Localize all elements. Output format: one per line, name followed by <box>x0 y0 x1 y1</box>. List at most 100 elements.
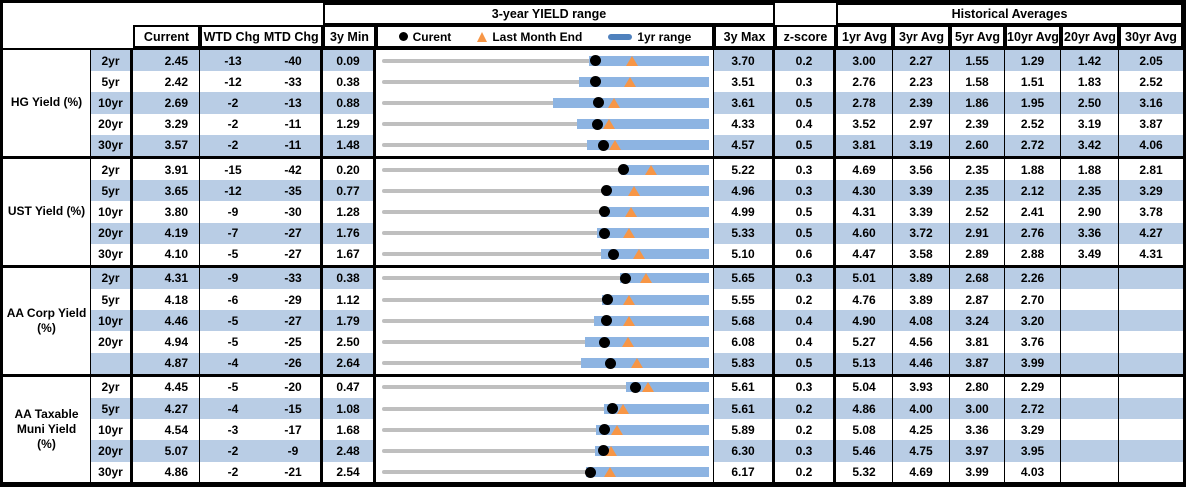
avg-cell: 2.60 <box>950 134 1005 156</box>
3y-max-cell: 3.51 <box>714 71 775 93</box>
3y-max-cell: 5.83 <box>714 352 775 374</box>
1yr-range-bar <box>604 185 709 196</box>
3y-range-track <box>382 58 709 63</box>
tenor-cell: 5yr <box>91 180 133 202</box>
wtd-chg-cell: -5 <box>200 310 266 332</box>
last-month-end-marker <box>602 119 615 130</box>
avg-cell: 2.90 <box>1061 201 1119 223</box>
current-cell: 3.29 <box>133 113 200 135</box>
avg-cell: 4.08 <box>893 310 950 332</box>
avg-cell: 4.86 <box>836 398 893 420</box>
z-score-cell: 0.3 <box>775 180 836 202</box>
z-score-cell: 0.4 <box>775 113 836 135</box>
1yr-range-bar <box>580 358 709 369</box>
3y-range-track <box>382 79 709 84</box>
avg-cell <box>1061 440 1119 462</box>
avg-cell <box>1061 331 1119 353</box>
avg-cell <box>1119 440 1183 462</box>
group-label: AA Corp Yield (%) <box>3 267 91 374</box>
z-score-cell: 0.5 <box>775 134 836 156</box>
avg-cell: 5.08 <box>836 419 893 441</box>
current-marker <box>618 164 630 176</box>
avg-cell: 3.00 <box>950 398 1005 420</box>
current-marker <box>629 381 641 393</box>
z-score-cell: 0.4 <box>775 310 836 332</box>
avg-cell: 3.39 <box>893 180 950 202</box>
tenor-cell <box>91 352 133 374</box>
avg-cell: 3.39 <box>893 201 950 223</box>
avg-cell: 3.29 <box>1005 419 1061 441</box>
3y-min-cell: 1.67 <box>323 243 376 265</box>
yield-range-chart <box>376 180 714 202</box>
group-section: AA Corp Yield (%) 2yr 4.31 -9 -33 0.38 5.65 0.3… <box>3 264 1183 374</box>
mtd-chg-cell: -11 <box>266 113 323 135</box>
avg-cell: 3.58 <box>893 243 950 265</box>
avg-cell: 3.00 <box>836 50 893 72</box>
1yr-range-bar <box>620 273 709 284</box>
mtd-chg-cell: -17 <box>266 419 323 441</box>
current-marker <box>585 466 597 478</box>
col-header-3y-max: 3y Max <box>714 25 775 48</box>
table-header: 3-year YIELD range Historical Averages C… <box>3 3 1183 50</box>
3y-max-cell: 5.61 <box>714 376 775 398</box>
avg-cell: 5.01 <box>836 267 893 290</box>
avg-cell: 1.51 <box>1005 71 1061 93</box>
group-label: AA Taxable Muni Yield (%) <box>3 376 91 482</box>
avg-cell: 5.13 <box>836 352 893 374</box>
3y-max-cell: 4.96 <box>714 180 775 202</box>
table-row: 10yr 4.54 -3 -17 1.68 5.89 0.2 5.08 4.25 3.36 3.29 <box>91 419 1183 441</box>
yield-range-chart-inner <box>382 268 709 289</box>
current-cell: 4.94 <box>133 331 200 353</box>
wtd-chg-cell: -3 <box>200 419 266 441</box>
avg-cell: 1.58 <box>950 71 1005 93</box>
z-score-cell: 0.3 <box>775 267 836 290</box>
group-section: HG Yield (%) 2yr 2.45 -13 -40 0.09 3.70 0.2 3.00… <box>3 50 1183 156</box>
current-marker <box>598 445 610 457</box>
last-month-end-marker <box>640 273 653 284</box>
z-score-cell: 0.5 <box>775 222 836 244</box>
col-header-mtd-chg: MTD Chg <box>263 29 319 44</box>
3y-max-cell: 4.33 <box>714 113 775 135</box>
table-row: 30yr 4.10 -5 -27 1.67 5.10 0.6 4.47 3.58 2.89 2.88… <box>91 243 1183 265</box>
yield-range-chart-inner <box>382 440 709 461</box>
group-rows: 2yr 2.45 -13 -40 0.09 3.70 0.2 3.00 2.27 1.55 1.29… <box>91 50 1183 156</box>
current-cell: 4.86 <box>133 461 200 482</box>
tenor-cell: 5yr <box>91 71 133 93</box>
current-cell: 3.57 <box>133 134 200 156</box>
avg-cell: 2.68 <box>950 267 1005 290</box>
3y-max-cell: 5.61 <box>714 398 775 420</box>
avg-cell: 2.76 <box>836 71 893 93</box>
last-month-end-marker <box>603 467 616 478</box>
1yr-range-bar <box>579 76 709 87</box>
group-rows: 2yr 3.91 -15 -42 0.20 5.22 0.3 4.69 3.56 2.35 1.88… <box>91 158 1183 265</box>
yield-range-chart-inner <box>382 419 709 440</box>
table-row: 20yr 4.94 -5 -25 2.50 6.08 0.4 5.27 4.56 3.81 3.76 <box>91 331 1183 353</box>
3y-range-track <box>382 143 709 148</box>
tenor-cell: 2yr <box>91 376 133 398</box>
tenor-cell: 30yr <box>91 243 133 265</box>
table-row: 4.87 -4 -26 2.64 5.83 0.5 5.13 4.46 3.87 3.99 <box>91 352 1183 374</box>
yield-range-chart <box>376 158 714 181</box>
tenor-cell: 20yr <box>91 440 133 462</box>
current-cell: 4.27 <box>133 398 200 420</box>
legend-1yr-range: 1yr range <box>608 30 691 44</box>
wtd-chg-cell: -12 <box>200 71 266 93</box>
1yr-range-bar <box>576 119 709 130</box>
3y-range-track <box>382 361 709 366</box>
yield-range-chart <box>376 201 714 223</box>
yield-range-chart <box>376 310 714 332</box>
3y-min-cell: 1.79 <box>323 310 376 332</box>
yield-range-chart-inner <box>382 398 709 419</box>
legend-last-month-end: Last Month End <box>477 30 582 44</box>
current-cell: 4.87 <box>133 352 200 374</box>
tenor-cell: 2yr <box>91 50 133 72</box>
3y-max-cell: 3.70 <box>714 50 775 72</box>
yield-range-chart-inner <box>382 377 709 398</box>
3y-range-track <box>382 340 709 345</box>
yield-range-chart <box>376 352 714 374</box>
table-row: 10yr 4.46 -5 -27 1.79 5.68 0.4 4.90 4.08 3.24 3.20 <box>91 310 1183 332</box>
tenor-cell: 5yr <box>91 289 133 311</box>
3y-range-track <box>382 318 709 323</box>
table-row: 5yr 2.42 -12 -33 0.38 3.51 0.3 2.76 2.23 1.58 1.51… <box>91 71 1183 93</box>
avg-cell: 1.86 <box>950 92 1005 114</box>
